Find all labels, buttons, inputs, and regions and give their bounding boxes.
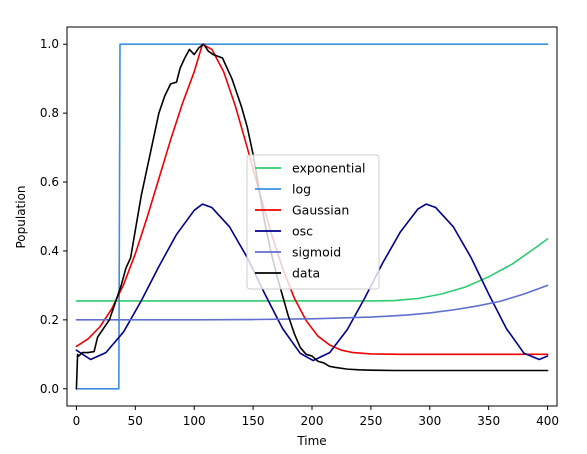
series-line-osc — [75, 203, 549, 362]
y-tick-label: 0.6 — [40, 175, 59, 189]
x-tick-label: 150 — [242, 414, 265, 428]
x-tick-label: 300 — [418, 414, 441, 428]
series-line-sigmoid — [75, 284, 549, 321]
legend-label: osc — [292, 224, 313, 239]
y-tick-label: 1.0 — [40, 37, 59, 51]
y-tick-label: 0.0 — [40, 382, 59, 396]
x-tick-label: 400 — [536, 414, 559, 428]
y-axis-label: Population — [14, 185, 28, 248]
series-line-log — [75, 43, 549, 390]
series-line-data — [75, 43, 549, 390]
legend-label: Gaussian — [292, 203, 349, 218]
x-tick-label: 200 — [301, 414, 324, 428]
y-tick-label: 0.4 — [40, 244, 59, 258]
legend-label: sigmoid — [292, 245, 341, 260]
series-line-exponential — [75, 238, 549, 302]
legend: exponential log Gaussian osc sigmoid data — [246, 154, 380, 290]
series-line-gaussian — [75, 43, 549, 356]
x-tick-label: 250 — [359, 414, 382, 428]
y-axis: 0.0 0.2 0.4 0.6 0.8 1.0 — [40, 37, 67, 396]
y-tick-label: 0.2 — [40, 313, 59, 327]
series-layer — [75, 43, 549, 390]
x-tick-label: 100 — [183, 414, 206, 428]
legend-label: exponential — [292, 161, 366, 176]
legend-label: log — [292, 182, 311, 197]
x-axis-label: Time — [296, 434, 326, 448]
x-tick-label: 350 — [477, 414, 500, 428]
x-axis: 0 50 100 150 200 250 300 350 400 — [73, 406, 559, 428]
x-tick-label: 0 — [73, 414, 81, 428]
x-tick-label: 50 — [128, 414, 143, 428]
y-tick-label: 0.8 — [40, 106, 59, 120]
legend-label: data — [292, 266, 320, 281]
